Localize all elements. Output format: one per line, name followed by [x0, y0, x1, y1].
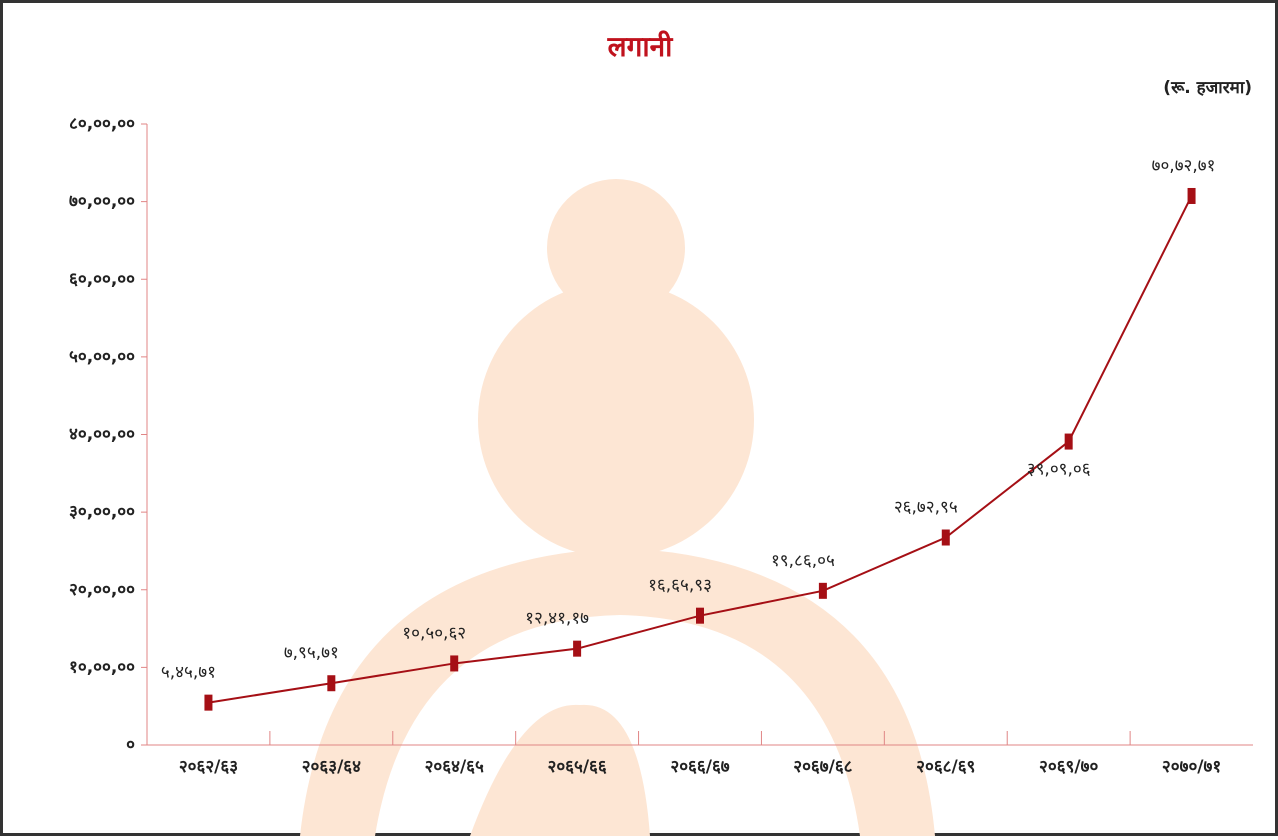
data-label: १२,४१,१७	[525, 609, 589, 629]
x-tick-label: २०६९/७०	[1039, 757, 1098, 777]
x-tick-label: २०६५/६६	[547, 757, 606, 777]
data-label: ३९,०९,०६	[1027, 460, 1091, 480]
data-label: १९,८६,०५	[771, 551, 835, 571]
marker	[1187, 187, 1196, 204]
x-tick-label: २०६३/६४	[302, 757, 361, 777]
marker	[941, 529, 950, 546]
y-tick-label: ८०,००,००	[69, 114, 135, 134]
marker	[1064, 433, 1073, 450]
data-label: ५,४५,७१	[161, 663, 216, 683]
marker	[204, 694, 213, 711]
x-tick-label: २०६२/६३	[179, 757, 238, 777]
marker	[573, 640, 582, 657]
data-label: १६,६५,९३	[648, 576, 712, 596]
chart-title: लगानी	[607, 30, 675, 63]
y-tick-label: २०,००,००	[69, 580, 135, 600]
y-tick-label: ४०,००,००	[69, 425, 135, 445]
x-tick-label: २०६८/६९	[916, 757, 975, 777]
y-tick-label: ६०,००,००	[69, 269, 135, 289]
x-tick-label: २०६६/६७	[670, 757, 729, 777]
y-tick-label: ०	[126, 735, 135, 755]
watermark	[300, 179, 935, 836]
y-tick-label: ५०,००,००	[69, 347, 135, 367]
marker	[450, 655, 459, 672]
marker	[696, 607, 704, 624]
data-label: २६,७२,९५	[894, 498, 958, 518]
data-label: ७०,७२,७१	[1152, 156, 1216, 176]
data-label: १०,५०,६२	[402, 623, 466, 643]
x-tick-label: २०६४/६५	[425, 757, 484, 777]
x-tick-label: २०७०/७१	[1162, 757, 1221, 777]
y-tick-label: १०,००,००	[69, 657, 135, 677]
y-tick-label: ३०,००,००	[69, 502, 135, 522]
marker	[327, 675, 336, 692]
data-label: ७,९५,७१	[284, 643, 339, 663]
x-tick-label: २०६७/६८	[793, 757, 852, 777]
unit-label: (रू. हजारमा)	[1163, 78, 1252, 98]
y-tick-label: ७०,००,००	[69, 192, 135, 212]
marker	[818, 582, 827, 599]
